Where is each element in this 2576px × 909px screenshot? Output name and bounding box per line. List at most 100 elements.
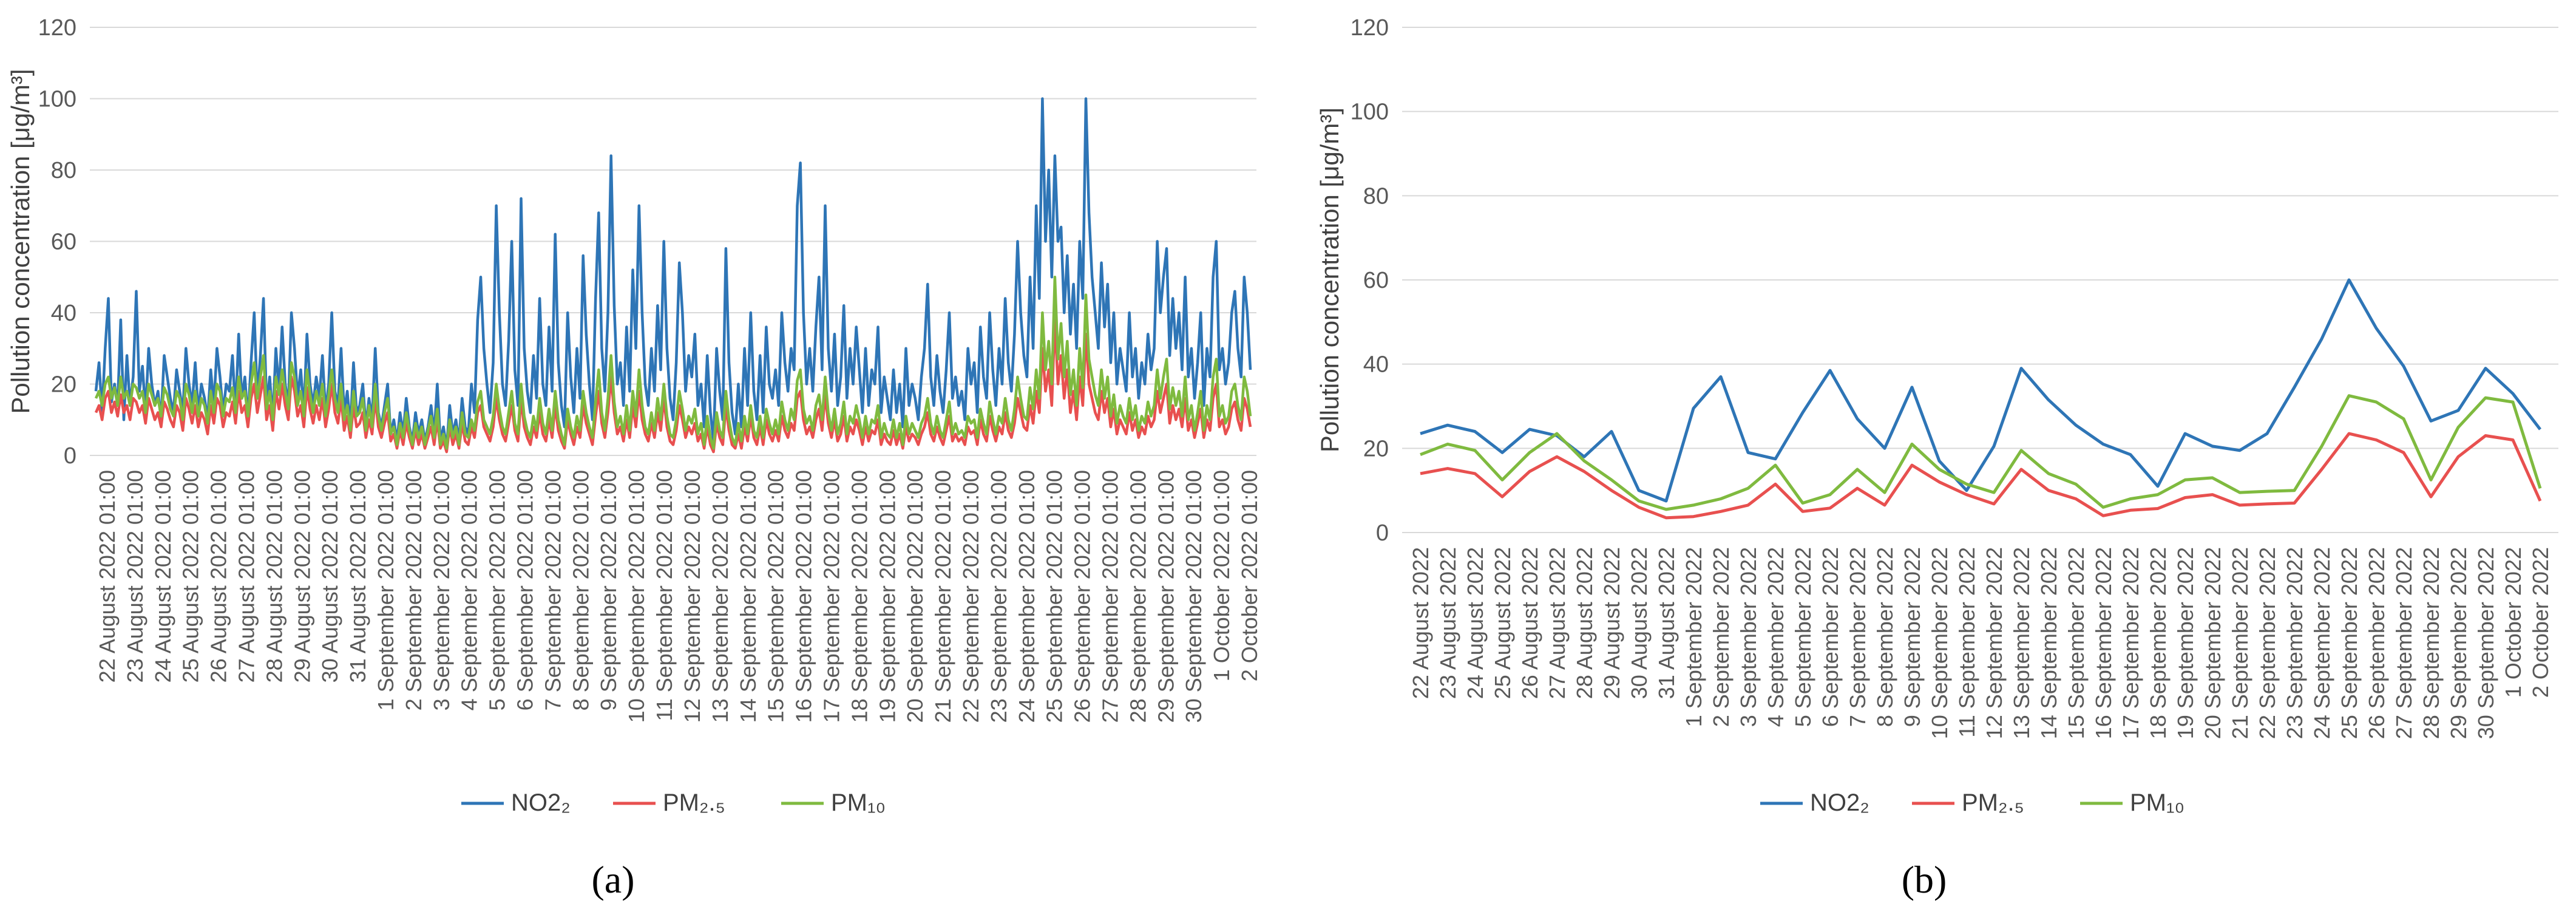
x-tick-label: 24 September 2022 01:00 [1014,470,1039,723]
x-tick-label: 20 September 2022 [2200,547,2225,739]
x-tick-label: 4 September 2022 [1763,547,1788,727]
y-tick-label: 120 [38,15,76,41]
x-tick-label: 13 September 2022 [2009,547,2034,739]
x-tick-label: 19 September 2022 [2173,547,2198,739]
x-tick-label: 24 August 2022 01:00 [151,470,175,683]
x-tick-label: 8 September 2022 01:00 [568,470,593,710]
y-axis-title: Pollution concentration [μg/m³] [1315,107,1344,452]
x-tick-label: 27 September 2022 [2391,547,2416,739]
y-tick-label: 120 [1351,15,1389,41]
x-tick-label: 1 September 2022 01:00 [373,470,398,710]
x-tick-label: 18 September 2022 01:00 [847,470,872,723]
panel-label: (b) [1902,858,1947,901]
series-line-pm10 [94,276,1252,450]
x-tick-label: 6 September 2022 01:00 [513,470,538,710]
x-tick-label: 2 September 2022 01:00 [401,470,426,710]
x-tick-label: 5 September 2022 [1791,547,1815,727]
x-tick-label: 11 September 2022 [1954,547,1979,738]
x-tick-label: 26 August 2022 [1517,547,1542,699]
x-tick-label: 26 September 2022 [2364,547,2389,739]
x-tick-label: 30 August 2022 01:00 [317,470,342,683]
x-tick-label: 25 September 2022 [2337,547,2362,739]
panel-label: (a) [591,858,634,901]
x-tick-label: 24 August 2022 [1463,547,1488,699]
y-tick-label: 100 [1351,100,1389,125]
x-tick-label: 2 September 2022 [1709,547,1734,727]
x-tick-label: 14 September 2022 01:00 [736,470,761,723]
x-tick-label: 1 October 2022 01:00 [1209,470,1234,681]
x-tick-label: 7 September 2022 [1845,547,1870,727]
x-tick-label: 31 August 2022 [1654,547,1679,699]
x-tick-label: 28 August 2022 [1572,547,1597,699]
x-tick-label: 14 September 2022 [2036,547,2061,739]
x-tick-label: 22 August 2022 01:00 [95,470,120,683]
x-tick-label: 23 August 2022 01:00 [123,470,147,683]
x-tick-label: 23 September 2022 [2282,547,2307,739]
x-tick-label: 30 September 2022 [2473,547,2498,739]
x-tick-label: 27 August 2022 [1545,547,1570,699]
x-tick-label: 21 September 2022 [2228,547,2252,739]
y-tick-label: 80 [1363,183,1389,209]
x-tick-label: 26 August 2022 01:00 [206,470,231,683]
y-tick-label: 100 [38,87,76,112]
x-tick-label: 3 September 2022 01:00 [429,470,454,710]
x-tick-label: 12 September 2022 [1982,547,2007,739]
y-tick-label: 40 [51,301,76,326]
x-tick-label: 26 September 2022 01:00 [1070,470,1095,723]
x-tick-label: 27 September 2022 01:00 [1097,470,1122,723]
x-tick-label: 3 September 2022 [1736,547,1761,727]
legend-label-no2: NO2₂ [511,789,571,816]
x-tick-label: 29 September 2022 01:00 [1153,470,1178,723]
x-tick-label: 13 September 2022 01:00 [708,470,733,723]
x-tick-label: 9 September 2022 [1900,547,1925,727]
x-tick-label: 22 September 2022 [2255,547,2280,739]
y-tick-label: 0 [64,443,76,469]
x-tick-label: 6 September 2022 [1818,547,1843,727]
x-tick-label: 28 August 2022 01:00 [262,470,286,683]
x-tick-label: 24 September 2022 [2310,547,2334,739]
x-tick-label: 15 September 2022 01:00 [764,470,788,723]
x-tick-label: 11 September 2022 01:00 [652,470,677,721]
x-tick-label: 17 September 2022 01:00 [819,470,844,723]
y-tick-label: 60 [1363,268,1389,293]
x-tick-label: 1 October 2022 [2501,547,2526,698]
y-axis-title: Pollution concentration [μg/m³] [6,69,35,414]
x-tick-label: 18 September 2022 [2146,547,2171,739]
y-tick-label: 80 [51,158,76,183]
x-tick-label: 29 September 2022 [2446,547,2471,739]
x-tick-label: 12 September 2022 01:00 [680,470,705,723]
x-tick-label: 4 September 2022 01:00 [457,470,482,710]
series-line-no2 [1420,278,2541,503]
x-tick-label: 10 September 2022 [1927,547,1952,739]
x-tick-label: 9 September 2022 01:00 [596,470,621,710]
x-tick-label: 29 August 2022 01:00 [290,470,314,683]
x-tick-label: 2 October 2022 01:00 [1237,470,1262,681]
x-tick-label: 25 August 2022 01:00 [178,470,203,683]
x-tick-label: 16 September 2022 [2091,547,2116,739]
y-tick-label: 0 [1376,520,1389,546]
x-tick-label: 19 September 2022 01:00 [875,470,900,723]
chart-b: 0 20 40 60 80 100 120 Pollution concentration [… [1315,15,2558,901]
x-tick-label: 8 September 2022 [1873,547,1897,727]
legend-label-pm25: PM₂.₅ [1962,789,2024,816]
x-tick-label: 15 September 2022 [2064,547,2089,739]
x-tick-label: 16 September 2022 01:00 [791,470,816,723]
x-tick-label: 17 September 2022 [2118,547,2143,739]
x-tick-label: 20 September 2022 01:00 [903,470,927,723]
legend-label-pm10: PM₁₀ [831,789,886,816]
x-tick-label: 25 September 2022 01:00 [1042,470,1067,723]
x-tick-label: 2 October 2022 [2528,547,2553,698]
x-tick-label: 5 September 2022 01:00 [485,470,510,710]
legend-label-no2: NO2₂ [1810,789,1869,816]
y-tick-label: 20 [1363,436,1389,461]
legend-label-pm10: PM₁₀ [2130,789,2185,816]
x-tick-label: 1 September 2022 [1681,547,1706,727]
x-tick-label: 23 September 2022 01:00 [986,470,1011,723]
series-line-pm10 [1420,394,2542,511]
legend-label-pm25: PM₂.₅ [663,789,725,816]
x-tick-label: 7 September 2022 01:00 [540,470,565,710]
chart-a: 0 20 40 60 80 100 120 Pollution concentration [… [6,15,1262,901]
y-tick-label: 20 [51,372,76,398]
